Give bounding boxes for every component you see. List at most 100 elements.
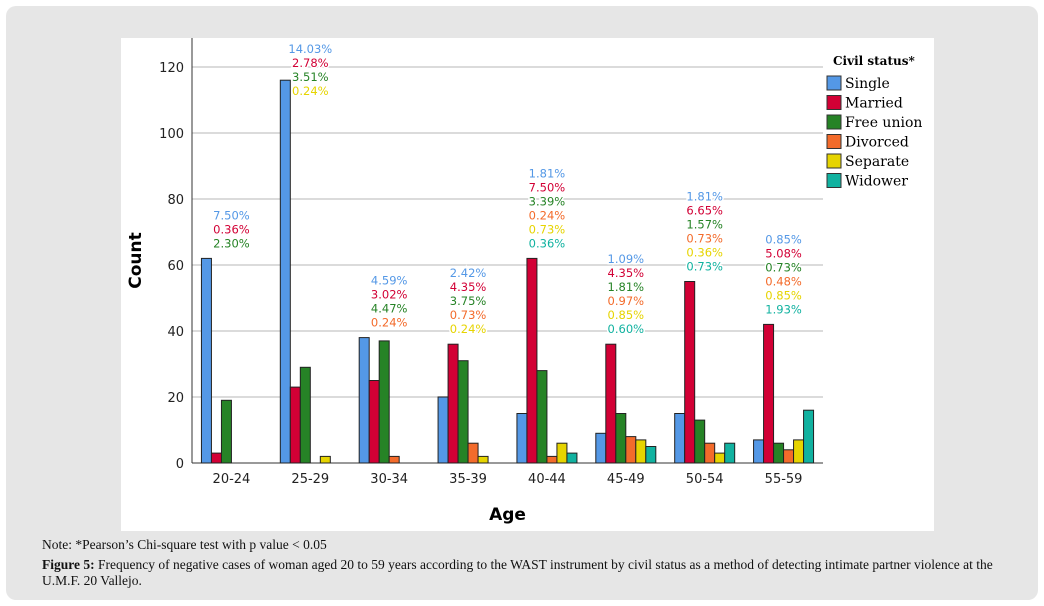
bar-separate xyxy=(477,455,489,464)
legend-title: Civil status* xyxy=(833,54,915,68)
bar-divorced xyxy=(783,449,795,464)
data-label: 0.36% xyxy=(686,246,723,260)
data-label: 0.73% xyxy=(765,260,802,274)
legend-label: Free union xyxy=(845,115,922,131)
bar-separate xyxy=(556,442,568,464)
bar-single xyxy=(200,257,212,464)
bar-divorced xyxy=(625,436,637,464)
bar-free-union xyxy=(536,370,548,464)
bar-free-union xyxy=(220,399,232,464)
legend-swatch xyxy=(826,95,842,110)
x-tick-label: 35-39 xyxy=(449,472,487,487)
data-label: 14.03% xyxy=(288,42,332,56)
legend-swatch xyxy=(826,134,842,149)
y-tick-label: 60 xyxy=(167,259,184,274)
bar-separate xyxy=(793,439,805,464)
data-label: 0.24% xyxy=(529,208,566,222)
bar-free-union xyxy=(378,340,390,464)
data-label: 4.47% xyxy=(371,302,408,316)
bar-married xyxy=(526,257,538,464)
bar-single xyxy=(358,337,370,464)
chart: 0 20 40 60 80 100 120 20-24 7.50% 0.36% 2.30% 25-29… xyxy=(121,38,934,531)
x-tick-label: 50-54 xyxy=(686,472,724,487)
bar-chart-svg: 02040608010012020-247.50%0.36%2.30%25-29… xyxy=(126,38,922,525)
x-axis-title: Age xyxy=(489,505,526,525)
figure-label: Figure 5: xyxy=(42,557,95,572)
data-label: 7.50% xyxy=(213,208,250,222)
y-tick-label: 40 xyxy=(167,325,184,340)
note-text: Note: *Pearson’s Chi-square test with p … xyxy=(42,537,327,552)
x-tick-label: 45-49 xyxy=(607,472,645,487)
data-label: 1.81% xyxy=(608,280,645,294)
data-label: 0.85% xyxy=(608,308,645,322)
y-tick-label: 20 xyxy=(167,391,184,406)
legend-label: Married xyxy=(845,96,903,112)
bar-single xyxy=(437,396,449,464)
x-tick-label: 55-59 xyxy=(765,472,803,487)
bar-single xyxy=(674,413,686,464)
legend-label: Separate xyxy=(845,154,909,170)
bar-married xyxy=(605,343,617,464)
bar-divorced xyxy=(467,442,479,464)
data-label: 0.73% xyxy=(450,308,487,322)
bar-single xyxy=(279,79,291,464)
bar-free-union xyxy=(457,360,469,464)
data-label: 0.24% xyxy=(450,322,487,336)
bar-married xyxy=(210,452,222,464)
x-tick-label: 25-29 xyxy=(291,472,329,487)
bar-divorced xyxy=(546,455,558,464)
x-tick-label: 40-44 xyxy=(528,472,566,487)
data-label: 0.85% xyxy=(765,288,802,302)
bar-widower xyxy=(566,452,578,464)
bar-free-union xyxy=(615,413,627,464)
data-label: 4.35% xyxy=(450,280,487,294)
data-label: 0.85% xyxy=(765,232,802,246)
data-label: 2.30% xyxy=(213,236,250,250)
legend-swatch xyxy=(826,173,842,188)
bar-separate xyxy=(714,452,726,464)
y-tick-label: 0 xyxy=(176,457,184,472)
bar-separate xyxy=(635,439,647,464)
bar-widower xyxy=(803,409,815,464)
bar-married xyxy=(368,380,380,464)
bar-widower xyxy=(724,442,736,464)
data-label: 0.24% xyxy=(371,316,408,330)
bar-married xyxy=(684,281,696,464)
data-label: 4.35% xyxy=(608,266,645,280)
data-label: 0.48% xyxy=(765,274,802,288)
x-tick-label: 30-34 xyxy=(370,472,408,487)
data-label: 0.60% xyxy=(608,322,645,336)
data-label: 2.42% xyxy=(450,266,487,280)
data-label: 0.24% xyxy=(292,84,329,98)
x-tick-label: 20-24 xyxy=(213,472,251,487)
legend-swatch xyxy=(826,153,842,169)
data-label: 2.78% xyxy=(292,56,329,70)
data-label: 0.73% xyxy=(686,232,723,246)
bar-divorced xyxy=(704,442,716,464)
bar-free-union xyxy=(299,366,311,464)
bar-free-union xyxy=(694,419,706,464)
data-label: 0.97% xyxy=(608,294,645,308)
bar-married xyxy=(447,343,459,464)
data-label: 4.59% xyxy=(371,274,408,288)
data-label: 3.75% xyxy=(450,294,487,308)
legend-swatch xyxy=(826,114,842,130)
data-label: 5.08% xyxy=(765,246,802,260)
legend-label: Single xyxy=(845,76,890,92)
figure-caption: Figure 5: Frequency of negative cases of… xyxy=(42,557,1032,589)
data-label: 0.73% xyxy=(686,260,723,274)
y-tick-label: 100 xyxy=(159,127,184,142)
data-label: 1.93% xyxy=(765,302,802,316)
y-tick-label: 80 xyxy=(167,193,184,208)
y-axis-title: Count xyxy=(126,232,146,289)
bar-widower xyxy=(645,446,657,464)
data-label: 0.73% xyxy=(529,222,566,236)
data-label: 1.81% xyxy=(686,190,723,204)
bar-separate xyxy=(319,455,331,464)
figure-text: Frequency of negative cases of woman age… xyxy=(42,557,993,588)
legend-label: Divorced xyxy=(845,135,909,151)
bar-married xyxy=(763,323,775,464)
bar-single xyxy=(753,439,765,464)
data-label: 7.50% xyxy=(529,180,566,194)
legend-swatch xyxy=(826,75,842,91)
